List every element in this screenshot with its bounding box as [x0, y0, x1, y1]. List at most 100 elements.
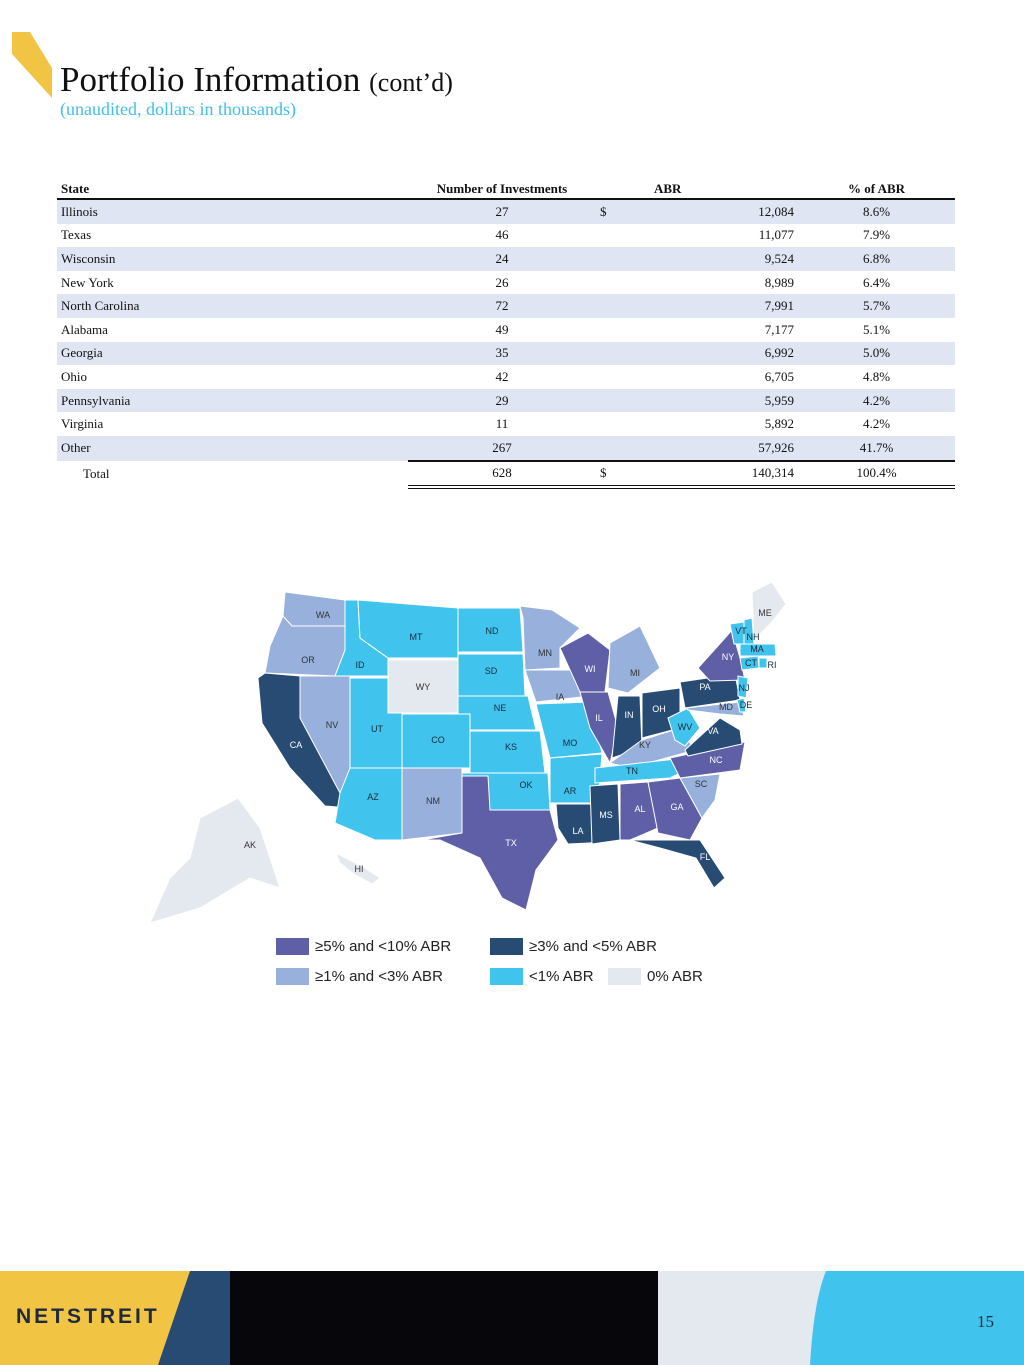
cell-state: Alabama: [61, 321, 108, 337]
state-label-ca: CA: [290, 740, 303, 750]
cell-state: Wisconsin: [57, 247, 408, 271]
state-label-ar: AR: [564, 786, 577, 796]
accent-chevron-icon: [12, 32, 52, 98]
legend-label: ≥3% and <5% ABR: [529, 938, 657, 955]
cell-count: 42: [495, 368, 509, 384]
header-number-of-investments: Number of Investments: [408, 179, 596, 200]
state-label-nh: NH: [747, 632, 760, 642]
cell-abr: 6,705: [764, 368, 794, 384]
state-ak: [149, 797, 281, 924]
state-de: [736, 697, 747, 713]
state-label-az: AZ: [367, 792, 379, 802]
legend-swatch: [276, 938, 309, 955]
state-label-mi: MI: [630, 668, 640, 678]
state-label-tx: TX: [505, 838, 517, 848]
cell-state: Illinois: [57, 199, 408, 224]
cell-state: North Carolina: [57, 294, 408, 318]
cell-pct: 5.0%: [798, 341, 955, 366]
legend-swatch: [490, 938, 523, 955]
cell-dollar-sign: [596, 294, 644, 318]
legend-label: ≥5% and <10% ABR: [315, 938, 452, 955]
state-wa: [282, 591, 349, 627]
state-label-mo: MO: [563, 738, 578, 748]
state-ma: [739, 643, 777, 657]
cell-count: 27: [408, 199, 596, 224]
state-al: [619, 781, 659, 841]
state-wv: [667, 707, 701, 747]
table-row: Other 267 57,926 41.7%: [57, 435, 955, 461]
legend-item-tier1: ≥5% and <10% ABR: [276, 938, 451, 955]
cell-count: 72: [408, 294, 596, 318]
cell-state: Texas: [61, 227, 92, 243]
total-count: 628: [408, 459, 596, 490]
state-label-nd: ND: [486, 626, 499, 636]
legend-item-tier3: ≥1% and <3% ABR: [276, 968, 443, 985]
page-title-suffix: (cont’d): [369, 68, 453, 97]
state-md: [684, 701, 745, 717]
legend-swatch: [276, 968, 309, 985]
state-label-de: DE: [740, 700, 753, 710]
legend-item-tier4: <1% ABR: [490, 968, 594, 985]
legend-swatch: [490, 968, 523, 985]
state-label-ga: GA: [670, 802, 683, 812]
state-label-id: ID: [356, 660, 366, 670]
cell-pct: 4.8%: [862, 368, 891, 384]
state-label-ut: UT: [371, 724, 383, 734]
footer-band: [0, 1271, 1024, 1365]
cell-pct: 41.7%: [798, 435, 955, 461]
state-label-me: ME: [758, 608, 772, 618]
state-label-ky: KY: [639, 740, 651, 750]
header-state: State: [57, 179, 408, 200]
state-label-ct: CT: [745, 658, 757, 668]
cell-dollar-sign: [596, 388, 644, 413]
state-hi: [335, 851, 381, 885]
table-row: New York 26 8,989 6.4%: [57, 271, 955, 295]
state-label-mn: MN: [538, 648, 552, 658]
legend-item-tier5: 0% ABR: [608, 968, 703, 985]
state-label-ms: MS: [599, 810, 613, 820]
legend-label: 0% ABR: [647, 968, 703, 985]
header-spacer: [596, 179, 644, 200]
state-label-oh: OH: [652, 704, 666, 714]
state-label-pa: PA: [699, 682, 710, 692]
cell-count: 35: [408, 341, 596, 366]
table-row: Georgia 35 6,992 5.0%: [57, 341, 955, 366]
cell-dollar-sign: [596, 271, 644, 295]
cell-dollar-sign: $: [596, 199, 644, 224]
state-nj: [737, 675, 749, 699]
state-nh: [743, 617, 755, 645]
state-label-ok: OK: [519, 780, 532, 790]
table-row: Illinois 27 $ 12,084 8.6%: [57, 199, 955, 224]
state-mt: [357, 599, 459, 659]
state-label-ne: NE: [494, 703, 507, 713]
cell-pct: 7.9%: [862, 227, 891, 243]
cell-abr: 6,992: [644, 341, 798, 366]
cell-pct: 8.6%: [798, 199, 955, 224]
cell-dollar-sign: [596, 365, 644, 389]
state-label-il: IL: [595, 713, 603, 723]
state-label-nv: NV: [326, 720, 339, 730]
total-dollar-sign: $: [596, 459, 644, 490]
cell-dollar-sign: [596, 318, 644, 342]
cell-pct: 5.7%: [798, 294, 955, 318]
page-title: Portfolio Information (cont’d): [60, 60, 453, 100]
state-label-sc: SC: [695, 779, 708, 789]
page-title-main: Portfolio Information: [60, 60, 361, 99]
state-nd: [457, 607, 524, 653]
state-label-nc: NC: [710, 755, 723, 765]
cell-state: Ohio: [61, 368, 87, 384]
state-label-or: OR: [301, 655, 315, 665]
cell-count: 267: [408, 435, 596, 461]
table-row: Texas 46 11,077 7.9%: [57, 224, 955, 248]
state-ne: [457, 695, 537, 731]
state-label-wi: WI: [585, 664, 596, 674]
cell-state: New York: [61, 274, 114, 290]
cell-abr: 5,892: [764, 416, 794, 432]
cell-count: 11: [495, 416, 509, 432]
cell-dollar-sign: [596, 224, 644, 248]
state-fl: [629, 839, 726, 889]
cell-state: Pennsylvania: [57, 388, 408, 413]
state-label-hi: HI: [355, 864, 364, 874]
state-label-tn: TN: [626, 766, 638, 776]
state-label-wy: WY: [416, 682, 431, 692]
